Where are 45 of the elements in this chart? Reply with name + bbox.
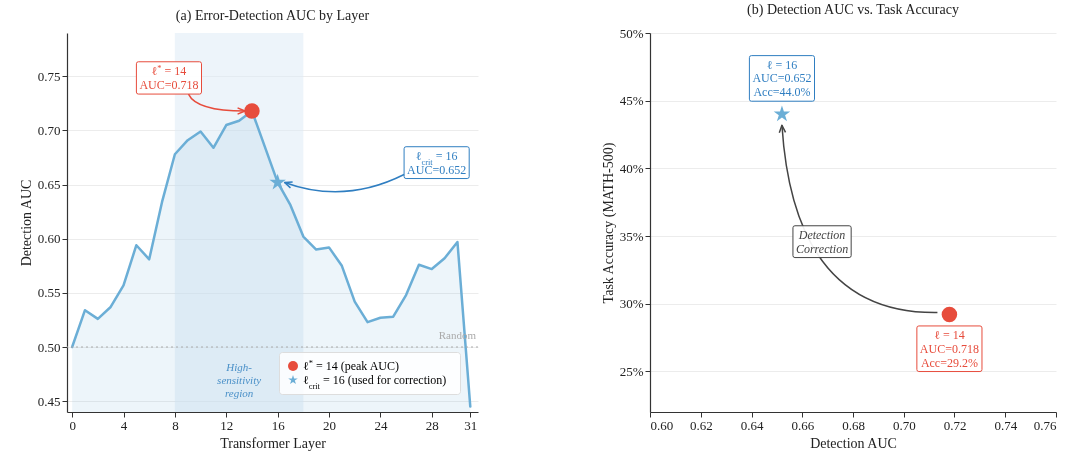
x-tick-label: 0.70 bbox=[892, 417, 916, 433]
legend-label: ℓ$^{*}$ = 14 (peak AUC) bbox=[303, 358, 400, 373]
chart-title: (b) Detection AUC vs. Task Accuracy bbox=[747, 2, 959, 18]
y-tick-label: 0.65 bbox=[37, 177, 61, 193]
y-tick-label: 45% bbox=[619, 93, 644, 109]
label-box: ℓ$^{*}$ = 14 AUC=0.718 bbox=[135, 61, 202, 95]
chart-title: (a) Error-Detection AUC by Layer bbox=[175, 8, 370, 24]
y-tick-label: 25% bbox=[619, 363, 644, 379]
y-axis-title: Task Accuracy (MATH-500) bbox=[600, 142, 617, 304]
x-tick-label: 0.60 bbox=[650, 417, 674, 433]
x-tick-label: 31 bbox=[464, 417, 478, 433]
x-tick-label: 28 bbox=[425, 417, 439, 433]
x-tick-label: 0.72 bbox=[943, 417, 967, 433]
x-tick-label: 20 bbox=[323, 417, 337, 433]
legend-label: ℓ$_{crit}$ = 16 (used for correction) bbox=[303, 373, 447, 391]
y-tick-label: 0.75 bbox=[37, 68, 61, 84]
x-axis-title: Transformer Layer bbox=[220, 435, 327, 451]
y-tick-label: 0.70 bbox=[37, 122, 61, 138]
x-tick-label: 8 bbox=[172, 417, 179, 433]
y-tick-label: 0.45 bbox=[37, 393, 61, 409]
y-tick-label: 40% bbox=[619, 160, 644, 176]
x-tick-label: 4 bbox=[120, 417, 128, 433]
y-tick-label: 0.50 bbox=[37, 339, 61, 355]
x-tick-label: 0.74 bbox=[994, 417, 1018, 433]
y-tick-label: 30% bbox=[619, 296, 644, 312]
label-box: ℓ = 14 AUC=0.718 Acc=29.2% bbox=[916, 325, 983, 373]
y-tick-label: 0.55 bbox=[37, 285, 61, 301]
label-box: Detection Correction bbox=[792, 225, 852, 259]
x-tick-label: 24 bbox=[374, 417, 388, 433]
band-label: High- sensitivity region bbox=[217, 361, 262, 399]
x-tick-label: 0.66 bbox=[791, 417, 815, 433]
y-tick-label: 0.60 bbox=[37, 231, 61, 247]
label-box: ℓ = 16 AUC=0.652 Acc=44.0% bbox=[748, 55, 815, 102]
x-axis-title: Detection AUC bbox=[810, 435, 897, 451]
x-tick-label: 0 bbox=[69, 417, 76, 433]
label-box: ℓ$_{crit}$ = 16 AUC=0.652 bbox=[403, 146, 470, 180]
x-tick-label: 0.62 bbox=[689, 417, 713, 433]
y-axis-title: Detection AUC bbox=[18, 179, 34, 267]
x-tick-label: 0.76 bbox=[1033, 417, 1057, 433]
y-tick-label: 35% bbox=[619, 228, 644, 244]
x-tick-label: 0.64 bbox=[740, 417, 764, 433]
x-tick-label: 12 bbox=[220, 417, 234, 433]
x-tick-label: 0.68 bbox=[842, 417, 865, 433]
x-tick-label: 16 bbox=[271, 417, 286, 433]
y-tick-label: 50% bbox=[619, 25, 644, 41]
